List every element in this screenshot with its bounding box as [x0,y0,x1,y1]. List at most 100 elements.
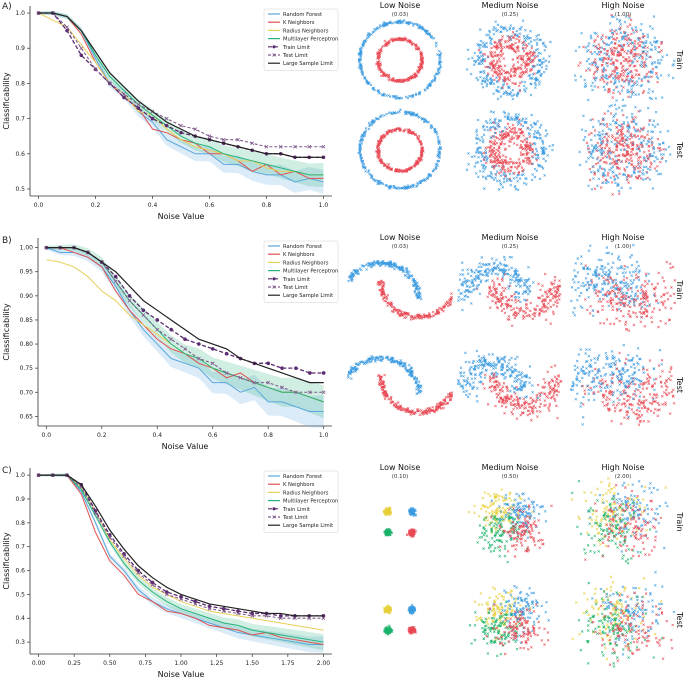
scatter-point [378,149,381,153]
scatter-point [480,54,483,58]
scatter-point [573,269,576,272]
scatter-point [425,86,429,90]
scatter-point [358,148,362,152]
scatter-point [490,68,494,72]
scatter-point [658,146,662,150]
scatter-point [611,119,615,122]
scatter-point [405,267,409,270]
scatter-point [411,317,415,321]
scatter-point [406,96,410,100]
scatter-point [523,121,527,124]
scatter-point [665,53,669,57]
scatter-point [490,390,493,393]
scatter-point [594,45,597,48]
test-limit-point [155,327,160,332]
train-limit-point [321,371,326,375]
scatter-point [525,303,528,307]
scatter-point [672,59,676,63]
scatter-point [492,281,496,284]
scatter-point [494,67,497,71]
scatter-point [627,14,631,17]
scatter-point [474,151,478,154]
scatter-point [578,150,581,154]
test-limit-point [141,313,146,318]
scatter-point [603,266,607,269]
scatter-point [540,306,544,309]
scatter-point [586,272,590,276]
scatter-point [417,290,421,294]
scatter-point [599,50,603,54]
scatter-point [510,94,514,98]
scatter-point [527,74,530,78]
scatter-cell [578,103,672,196]
scatter-point [400,267,403,270]
scatter-point [418,180,422,183]
scatter-point [466,272,470,275]
test-limit-point [238,375,243,380]
scatter-point [630,174,634,177]
train-limit-point [122,95,126,100]
scatter-point [557,294,561,298]
scatter-point [571,311,575,314]
scatter-point [383,397,387,401]
scatter-point [633,39,637,43]
scatter-point [619,73,623,76]
scatter-point [520,75,523,79]
scatter-point [618,298,622,301]
scatter-point [598,53,601,56]
scatter-point [622,30,626,34]
scatter-point [543,305,546,308]
scatter-point [617,291,620,295]
scatter-point [358,64,362,68]
scatter-point [527,277,531,281]
scatter-point [524,43,528,47]
scatter-point [497,57,501,60]
scatter-point [398,19,401,22]
scatter-point [594,61,597,64]
scatter-point [481,45,485,48]
scatter-point [620,186,623,190]
scatter-point [537,156,540,160]
scatter-point [591,314,595,317]
scatter-point [522,284,526,287]
scatter-point [651,90,655,93]
scatter-point [523,138,526,141]
scatter-point [502,69,506,73]
scatter-point [616,267,620,270]
scatter-point [385,74,388,78]
scatter-point [502,289,506,293]
scatter-point [604,68,608,72]
scatter-point [377,48,381,52]
scatter-point [507,268,511,271]
scatter-point [630,51,633,55]
scatter-point [620,301,623,304]
scatter-point [614,78,617,82]
scatter-point [470,155,474,159]
scatter-point [653,45,657,49]
scatter-point [637,147,641,151]
scatter-point [468,290,471,294]
scatter-point [539,58,542,62]
scatter-point [512,172,515,175]
scatter-point [588,268,592,271]
scatter-point [635,30,639,33]
scatter-point [598,134,602,137]
noise-value: (0.25) [502,12,519,18]
scatter-point [387,162,390,166]
scatter-point [636,297,639,300]
scatter-point [362,166,366,169]
scatter-point [611,157,615,161]
scatter-point [508,179,511,182]
scatter-point [659,319,662,323]
scatter-point [526,63,530,66]
scatter-point [418,92,421,96]
scatter-point [593,58,597,61]
scatter-point [524,28,527,32]
scatter-point [517,172,521,175]
scatter-point [421,61,424,65]
scatter-point [386,166,389,170]
scatter-point [497,119,501,122]
scatter-point [646,33,650,36]
scatter-point [641,32,645,36]
scatter-point [430,36,434,40]
